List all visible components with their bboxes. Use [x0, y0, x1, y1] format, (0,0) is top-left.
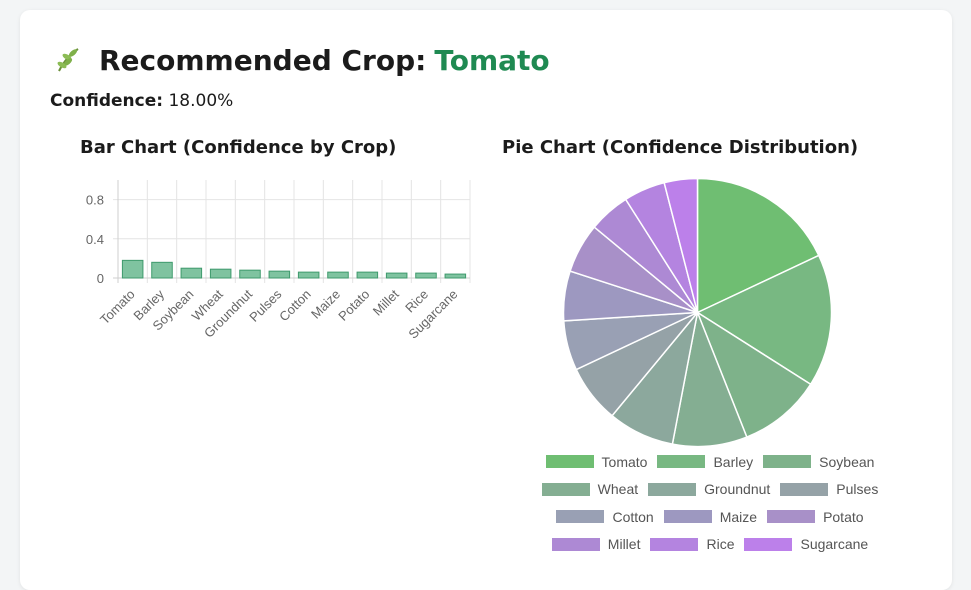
pie-slice-tomato[interactable]	[696, 177, 820, 314]
confidence-line: Confidence: 18.00%	[50, 91, 233, 111]
legend-label: Rice	[706, 536, 735, 553]
legend-item-pulses[interactable]: Pulses	[780, 481, 878, 497]
bar-sugarcane[interactable]	[444, 273, 467, 279]
legend-item-groundnut[interactable]: Groundnut	[648, 481, 770, 497]
legend-label: Sugarcane	[800, 536, 869, 553]
legend-label: Cotton	[612, 508, 654, 525]
result-card: Recommended Crop: Tomato Confidence: 18.…	[20, 10, 952, 590]
bar-y-tick-label: 0.4	[86, 232, 104, 247]
legend-swatch	[767, 510, 816, 524]
legend-swatch	[551, 537, 600, 551]
legend-swatch	[545, 455, 594, 469]
bar-millet[interactable]	[385, 272, 408, 279]
bar-groundnut[interactable]	[239, 269, 261, 279]
legend-swatch	[780, 482, 829, 496]
legend-label: Barley	[713, 453, 754, 470]
legend-label: Groundnut	[704, 481, 771, 498]
pie-slice-sugarcane[interactable]	[663, 177, 699, 313]
legend-swatch	[541, 482, 590, 496]
legend-label: Millet	[607, 536, 641, 553]
bar-soybean[interactable]	[180, 267, 203, 279]
legend-item-wheat[interactable]: Wheat	[541, 481, 639, 498]
legend-label: Wheat	[597, 481, 639, 498]
legend-label: Soybean	[819, 453, 875, 470]
bar-x-tick-label: Cotton	[276, 287, 314, 325]
legend-item-tomato[interactable]: Tomato	[545, 453, 648, 470]
legend-swatch	[744, 537, 793, 551]
legend-row: Millet Rice Sugarcane	[510, 531, 910, 559]
bar-tomato[interactable]	[121, 259, 144, 279]
legend-item-potato[interactable]: Potato	[767, 508, 864, 525]
bar-chart-title: Bar Chart (Confidence by Crop)	[80, 137, 397, 158]
legend-label: Maize	[719, 508, 758, 525]
legend-row: Cotton Maize Potato	[510, 503, 910, 531]
bar-pulses[interactable]	[268, 270, 291, 279]
pie-chart-title: Pie Chart (Confidence Distribution)	[502, 137, 859, 158]
leaf-icon	[57, 48, 79, 72]
bar-maize[interactable]	[327, 271, 349, 279]
bar-x-tick-label: Potato	[335, 287, 372, 324]
pie-chart	[562, 177, 833, 448]
legend-item-cotton[interactable]: Cotton	[556, 508, 654, 525]
legend-swatch	[657, 455, 706, 469]
legend-item-maize[interactable]: Maize	[663, 508, 758, 525]
legend-swatch	[648, 482, 697, 496]
bar-cotton[interactable]	[297, 271, 320, 279]
legend-swatch	[663, 510, 712, 524]
confidence-value: 18.00%	[168, 91, 234, 111]
confidence-label: Confidence:	[50, 91, 164, 111]
bar-x-tick-label: Tomato	[97, 287, 138, 328]
legend-item-sugarcane[interactable]: Sugarcane	[744, 536, 868, 552]
bar-chart: 00.40.8TomatoBarleySoybeanWheatGroundnut…	[86, 180, 471, 342]
page-title: Recommended Crop: Tomato	[53, 40, 550, 80]
pie-slice-barley[interactable]	[695, 254, 833, 386]
legend-swatch	[556, 510, 605, 524]
legend-swatch	[763, 455, 812, 469]
bar-barley[interactable]	[151, 261, 173, 279]
legend-label: Pulses	[836, 481, 879, 498]
legend-item-rice[interactable]: Rice	[650, 536, 734, 552]
bar-rice[interactable]	[415, 272, 437, 279]
legend-item-barley[interactable]: Barley	[657, 454, 753, 470]
recommended-crop: Tomato	[434, 43, 550, 77]
bar-y-tick-label: 0.8	[86, 193, 104, 208]
pie-legend: Tomato Barley Soybean Wheat Groundnut Pulses C…	[510, 448, 910, 558]
legend-label: Potato	[823, 508, 864, 525]
legend-swatch	[650, 537, 699, 551]
bar-y-tick-label: 0	[97, 271, 104, 286]
bar-x-tick-label: Millet	[370, 286, 402, 318]
bar-wheat[interactable]	[209, 268, 232, 279]
legend-item-soybean[interactable]: Soybean	[763, 454, 874, 470]
legend-row: Wheat Groundnut Pulses	[510, 476, 910, 504]
legend-row: Tomato Barley Soybean	[510, 448, 910, 476]
pie-slice-soybean[interactable]	[695, 310, 812, 439]
bar-x-tick-label: Pulses	[246, 286, 285, 325]
title-prefix: Recommended Crop:	[99, 43, 427, 77]
bar-potato[interactable]	[356, 271, 379, 279]
legend-item-millet[interactable]: Millet	[551, 536, 641, 553]
legend-label: Tomato	[601, 453, 648, 470]
